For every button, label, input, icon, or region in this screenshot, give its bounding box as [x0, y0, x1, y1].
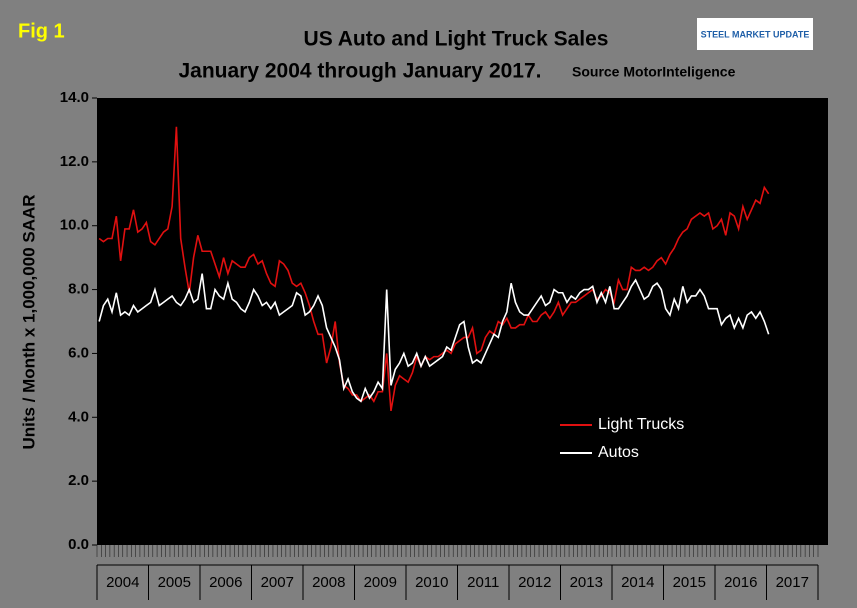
- x-tick-label: 2015: [673, 574, 706, 591]
- x-tick-label: 2008: [312, 574, 345, 591]
- legend-label: Autos: [598, 444, 639, 461]
- x-tick-label: 2012: [518, 574, 551, 591]
- x-tick-label: 2016: [724, 574, 757, 591]
- logo-text: STEEL MARKET UPDATE: [701, 29, 810, 39]
- y-tick-label: 0.0: [68, 536, 89, 553]
- x-tick-label: 2007: [261, 574, 294, 591]
- chart-subtitle: January 2004 through January 2017.: [179, 60, 542, 83]
- y-tick-label: 10.0: [60, 217, 89, 234]
- x-tick-label: 2014: [621, 574, 654, 591]
- y-tick-label: 8.0: [68, 281, 89, 298]
- y-axis-label: Units / Month x 1,000,000 SAAR: [19, 194, 38, 449]
- x-tick-label: 2009: [364, 574, 397, 591]
- x-tick-label: 2013: [570, 574, 603, 591]
- y-tick-label: 2.0: [68, 472, 89, 489]
- y-tick-label: 14.0: [60, 89, 89, 106]
- legend-label: Light Trucks: [598, 416, 684, 433]
- figure-label: Fig 1: [18, 20, 65, 42]
- x-tick-label: 2006: [209, 574, 242, 591]
- plot-area: [97, 98, 828, 545]
- x-tick-label: 2017: [776, 574, 809, 591]
- x-tick-label: 2004: [106, 574, 139, 591]
- chart-title: US Auto and Light Truck Sales: [304, 28, 609, 51]
- source-note: Source MotorInteligence: [572, 64, 736, 80]
- x-tick-label: 2010: [415, 574, 448, 591]
- logo-box: [697, 18, 813, 50]
- y-tick-label: 4.0: [68, 408, 89, 425]
- data-line: [98, 126, 770, 412]
- data-line: [98, 273, 770, 403]
- x-tick-label: 2011: [467, 574, 499, 591]
- legend-box: [553, 408, 710, 467]
- x-tick-label: 2005: [158, 574, 191, 591]
- y-tick-label: 6.0: [68, 344, 89, 361]
- y-tick-label: 12.0: [60, 153, 89, 170]
